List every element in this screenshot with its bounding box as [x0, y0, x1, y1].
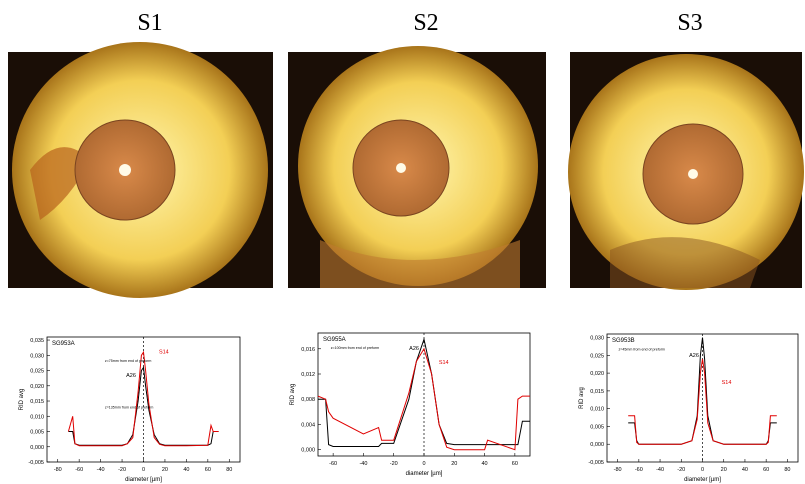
x-tick-label: 20 — [451, 461, 457, 467]
y-tick-label: -0,005 — [28, 460, 44, 466]
x-tick-label: 60 — [763, 467, 769, 473]
panel-label: S1 — [137, 10, 162, 36]
y-axis-label: RID avg — [19, 389, 25, 411]
y-axis-label: RID avg — [290, 384, 296, 406]
y-tick-label: 0,020 — [30, 384, 44, 390]
annotation: z=45mm from end of preform — [618, 348, 664, 352]
micrograph — [8, 42, 273, 298]
panel-label: S3 — [677, 10, 702, 36]
y-tick-label: 0,008 — [301, 397, 315, 403]
y-tick-label: 0,025 — [30, 369, 44, 375]
series-line — [318, 337, 530, 447]
x-tick-label: 80 — [226, 467, 232, 473]
y-tick-label: 0,005 — [590, 424, 604, 430]
x-tick-label: -60 — [329, 461, 337, 467]
x-tick-label: 0 — [422, 461, 425, 467]
x-axis-label: diameter [µm] — [406, 471, 443, 477]
chart-title: SG953A — [52, 341, 75, 347]
y-tick-label: 0,016 — [301, 347, 315, 353]
y-tick-label: 0,010 — [590, 407, 604, 413]
series-label: A26 — [689, 353, 699, 359]
x-tick-label: -60 — [75, 467, 83, 473]
y-tick-label: 0,004 — [301, 422, 315, 428]
x-tick-label: 40 — [183, 467, 189, 473]
x-tick-label: 40 — [482, 461, 488, 467]
series-label: A26 — [126, 373, 136, 379]
y-tick-label: 0,015 — [30, 399, 44, 405]
x-tick-label: 80 — [784, 467, 790, 473]
y-axis-label: RID avg — [579, 387, 585, 409]
y-tick-label: -0,005 — [588, 460, 604, 466]
x-tick-label: 0 — [142, 467, 145, 473]
micrograph — [568, 52, 804, 290]
annotation: z=100mm from end of preform — [331, 346, 379, 350]
series-label: S14 — [722, 380, 732, 386]
chart-title: SG953B — [612, 338, 635, 344]
x-axis-label: diameter [µm] — [684, 477, 721, 483]
x-tick-label: -40 — [656, 467, 664, 473]
x-tick-label: -40 — [97, 467, 105, 473]
x-tick-label: -40 — [359, 461, 367, 467]
panel-label: S2 — [413, 10, 438, 36]
y-tick-label: 0,000 — [301, 448, 315, 454]
y-tick-label: 0,035 — [30, 338, 44, 344]
y-tick-label: 0,030 — [30, 353, 44, 359]
series-line — [317, 347, 530, 451]
series-line — [67, 350, 219, 447]
x-tick-label: -20 — [118, 467, 126, 473]
x-tick-label: 0 — [701, 467, 704, 473]
chart-title: SG955A — [323, 337, 346, 343]
y-tick-label: 0,015 — [590, 389, 604, 395]
x-axis-label: diameter [µm] — [125, 477, 162, 483]
series-label: S14 — [159, 349, 169, 355]
x-tick-label: 20 — [162, 467, 168, 473]
y-tick-label: 0,030 — [590, 336, 604, 342]
x-tick-label: -60 — [635, 467, 643, 473]
y-tick-label: 0,005 — [30, 430, 44, 436]
series-line — [628, 358, 777, 445]
x-tick-label: 60 — [205, 467, 211, 473]
y-tick-label: 0,020 — [590, 371, 604, 377]
x-tick-label: -80 — [614, 467, 622, 473]
y-tick-label: 0,012 — [301, 372, 315, 378]
annotation: z=75mm from end of preform — [105, 359, 151, 363]
y-tick-label: 0,025 — [590, 353, 604, 359]
series-label: A26 — [409, 346, 419, 352]
micrograph — [288, 46, 546, 288]
annotation: z=135mm from end of preform — [105, 405, 153, 409]
x-tick-label: -80 — [54, 467, 62, 473]
y-tick-label: 0,010 — [30, 414, 44, 420]
x-tick-label: -20 — [390, 461, 398, 467]
x-tick-label: 40 — [742, 467, 748, 473]
x-tick-label: 60 — [512, 461, 518, 467]
x-tick-label: 20 — [721, 467, 727, 473]
x-tick-label: -20 — [677, 467, 685, 473]
series-label: S14 — [439, 360, 449, 366]
y-tick-label: 0,000 — [590, 442, 604, 448]
y-tick-label: 0,000 — [30, 445, 44, 451]
